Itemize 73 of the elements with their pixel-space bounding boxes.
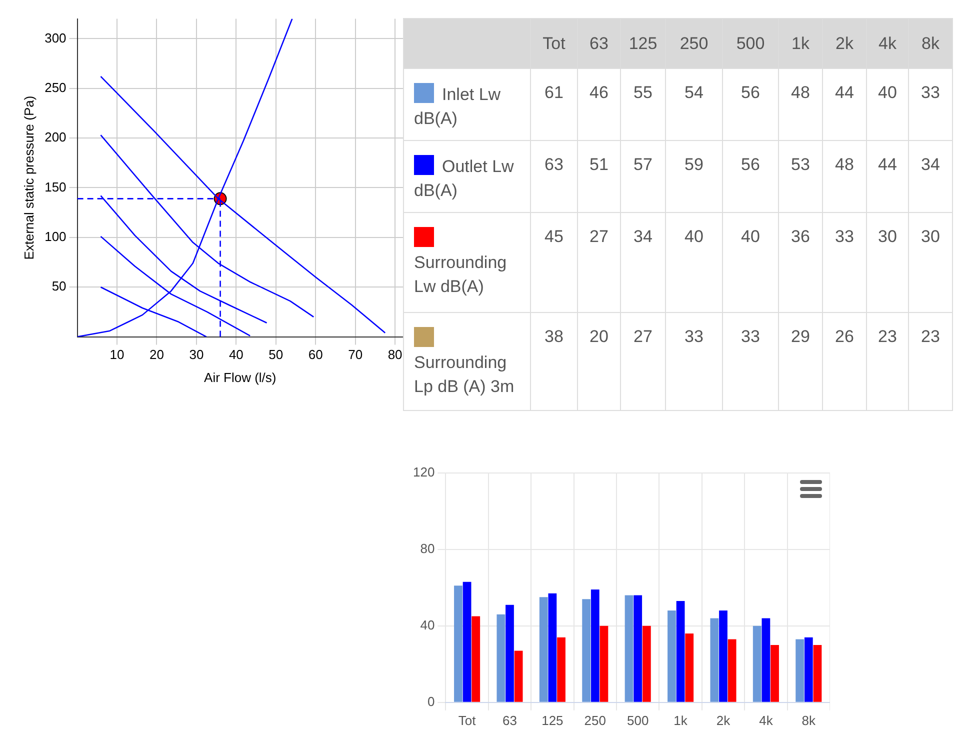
x-tick-label: Tot bbox=[458, 712, 476, 728]
data-label: 56 bbox=[722, 68, 778, 140]
data-label: 40 bbox=[866, 68, 908, 140]
x-tick-label: 125 bbox=[542, 712, 564, 728]
data-label: 23 bbox=[908, 312, 952, 410]
data-label: 56 bbox=[722, 140, 778, 212]
x-tick-label: 20 bbox=[149, 347, 164, 362]
data-label: 34 bbox=[620, 212, 666, 312]
y-tick-label: Inlet Lw dB(A) bbox=[404, 68, 530, 140]
x-tick-label: 2k bbox=[822, 18, 866, 68]
data-label: 51 bbox=[578, 140, 620, 212]
y-axis-title: External static pressure (Pa) bbox=[21, 96, 36, 260]
y-tick-label: 300 bbox=[44, 30, 66, 46]
data-label: 55 bbox=[620, 68, 666, 140]
data-label: 48 bbox=[822, 140, 866, 212]
x-tick-label: 40 bbox=[228, 347, 244, 362]
x-tick-label: 63 bbox=[502, 712, 517, 728]
data-label: 38 bbox=[530, 312, 578, 410]
data-label: 59 bbox=[666, 140, 722, 212]
data-label: 34 bbox=[908, 140, 952, 212]
x-tick-label: 70 bbox=[348, 347, 363, 362]
x-tick-label: 4k bbox=[759, 712, 774, 728]
data-label: 46 bbox=[578, 68, 620, 140]
x-tick-label: 250 bbox=[584, 712, 606, 728]
data-label: 54 bbox=[666, 68, 722, 140]
data-label: 45 bbox=[530, 212, 578, 312]
data-label: 27 bbox=[578, 212, 620, 312]
x-tick-label: 80 bbox=[388, 347, 402, 362]
y-tick-label: 50 bbox=[52, 278, 66, 294]
y-tick-label: Surrounding Lw dB(A) bbox=[404, 212, 530, 312]
x-tick-label: 2k bbox=[716, 712, 731, 728]
y-tick-label: 250 bbox=[44, 80, 66, 95]
x-tick-label: 125 bbox=[620, 18, 666, 68]
data-label: 53 bbox=[778, 140, 822, 212]
x-tick-label: 8k bbox=[802, 712, 816, 728]
x-tick-label: 60 bbox=[308, 347, 323, 362]
data-label: 44 bbox=[866, 140, 908, 212]
x-tick-label: 50 bbox=[268, 347, 284, 362]
data-label: 33 bbox=[666, 312, 722, 410]
y-tick-label: 200 bbox=[44, 130, 66, 145]
y-tick-label: Surrounding Lp dB (A) 3m bbox=[404, 312, 530, 410]
data-label: 63 bbox=[530, 140, 578, 212]
data-label: 44 bbox=[822, 68, 866, 140]
x-tick-label: Tot bbox=[530, 18, 578, 68]
x-tick-label: 63 bbox=[578, 18, 620, 68]
x-tick-label: 250 bbox=[666, 18, 722, 68]
x-tick-label: 8k bbox=[908, 18, 952, 68]
data-label: 36 bbox=[778, 212, 822, 312]
x-tick-label: 500 bbox=[626, 712, 649, 728]
data-label: 33 bbox=[722, 312, 778, 410]
y-tick-label: 100 bbox=[44, 229, 66, 244]
y-tick-label: 0 bbox=[427, 694, 435, 709]
data-label: 33 bbox=[908, 68, 952, 140]
x-tick-label: 1k bbox=[778, 18, 822, 68]
y-tick-label: 120 bbox=[412, 464, 435, 480]
data-label: 23 bbox=[866, 312, 908, 410]
data-label: 48 bbox=[778, 68, 822, 140]
data-label: 29 bbox=[778, 312, 822, 410]
x-tick-label: 10 bbox=[110, 347, 124, 362]
y-tick-label: 80 bbox=[420, 540, 435, 556]
data-label: 27 bbox=[620, 312, 666, 410]
data-label: 61 bbox=[530, 68, 578, 140]
data-label: 57 bbox=[620, 140, 666, 212]
x-tick-label: 30 bbox=[189, 347, 204, 362]
y-tick-label: 150 bbox=[44, 179, 66, 194]
data-label: 26 bbox=[822, 312, 866, 410]
x-tick-label: 4k bbox=[866, 18, 908, 68]
x-tick-label: 1k bbox=[674, 712, 688, 728]
y-tick-label: 40 bbox=[420, 617, 435, 632]
data-label: 33 bbox=[822, 212, 866, 312]
y-tick-label: Outlet Lw dB(A) bbox=[404, 140, 530, 212]
x-axis-title: Air Flow (l/s) bbox=[204, 370, 276, 385]
x-tick-label: 500 bbox=[722, 18, 778, 68]
